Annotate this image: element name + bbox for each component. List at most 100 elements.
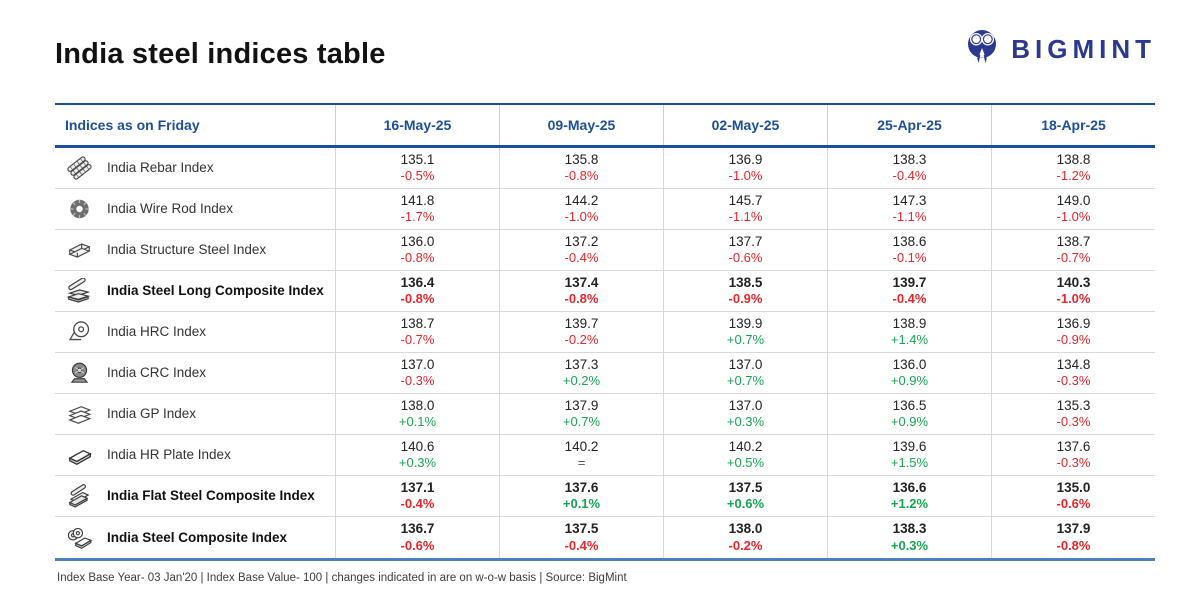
- index-value: 136.7: [400, 521, 435, 537]
- index-value: 149.0: [1056, 192, 1091, 208]
- header-date: 09-May-25: [499, 105, 663, 145]
- wow-change: -0.6%: [728, 250, 763, 266]
- wow-change: -0.1%: [892, 250, 927, 266]
- value-cell: 145.7 -1.1%: [663, 189, 827, 229]
- wow-change: -1.2%: [1056, 168, 1091, 184]
- index-value: 135.0: [1056, 479, 1091, 495]
- wow-change: -0.8%: [564, 168, 599, 184]
- index-value: 136.4: [400, 274, 435, 290]
- wow-change: -1.7%: [400, 209, 435, 225]
- wow-change: +0.3%: [890, 537, 929, 553]
- value-cell: 147.3 -1.1%: [827, 189, 991, 229]
- table-row: India HR Plate Index 140.6 +0.3% 140.2 = 140.…: [55, 435, 1155, 476]
- index-value: 137.9: [564, 397, 599, 413]
- structure-steel-icon: [64, 236, 94, 264]
- value-cell: 137.0 +0.3%: [663, 394, 827, 434]
- index-value: 140.2: [728, 438, 763, 454]
- table-row: India Rebar Index 135.1 -0.5% 135.8 -0.8% 136…: [55, 148, 1155, 189]
- value-cell: 137.5 -0.4%: [499, 517, 663, 558]
- index-value: 138.7: [400, 315, 435, 331]
- value-cell: 137.9 -0.8%: [991, 517, 1155, 558]
- index-name: India Wire Rod Index: [107, 201, 234, 217]
- value-cell: 138.3 -0.4%: [827, 148, 991, 188]
- value-cell: 134.8 -0.3%: [991, 353, 1155, 393]
- index-value: 139.9: [728, 315, 763, 331]
- index-name: India Steel Composite Index: [107, 529, 288, 545]
- index-name: India Rebar Index: [107, 160, 214, 176]
- table-row: India Steel Composite Index 136.7 -0.6% 137…: [55, 517, 1155, 558]
- wow-change: -0.6%: [400, 537, 435, 553]
- index-name-cell: India HR Plate Index: [55, 435, 335, 475]
- index-name: India Structure Steel Index: [107, 242, 267, 258]
- index-value: 136.0: [892, 356, 927, 372]
- value-cell: 137.6 -0.3%: [991, 435, 1155, 475]
- wow-change: +0.7%: [562, 414, 601, 430]
- table-row: India Steel Long Composite Index 136.4 -0.…: [55, 271, 1155, 312]
- bigmint-logo-text: BIGMINT: [1011, 34, 1156, 64]
- value-cell: 144.2 -1.0%: [499, 189, 663, 229]
- index-value: 137.3: [564, 356, 599, 372]
- table-row: India Wire Rod Index 141.8 -1.7% 144.2 -1.0%…: [55, 189, 1155, 230]
- index-name: India GP Index: [107, 406, 197, 422]
- table-header: Indices as on Friday 16-May-25 09-May-25 0…: [55, 103, 1155, 148]
- wow-change: -0.9%: [1056, 332, 1091, 348]
- index-value: 139.7: [892, 274, 927, 290]
- wow-change: -0.8%: [564, 291, 599, 307]
- index-value: 137.1: [400, 479, 435, 495]
- index-value: 137.6: [1056, 438, 1091, 454]
- index-name-cell: India Wire Rod Index: [55, 189, 335, 229]
- hr-plate-icon: [64, 441, 94, 469]
- wow-change: +0.6%: [726, 496, 765, 512]
- wow-change: +0.3%: [398, 455, 437, 471]
- index-value: 141.8: [400, 192, 435, 208]
- gp-sheets-icon: [64, 400, 94, 428]
- wow-change: -0.7%: [400, 332, 435, 348]
- table-row: India Structure Steel Index 136.0 -0.8% 137…: [55, 230, 1155, 271]
- index-value: 136.5: [892, 397, 927, 413]
- value-cell: 136.0 +0.9%: [827, 353, 991, 393]
- value-cell: 138.0 +0.1%: [335, 394, 499, 434]
- value-cell: 137.7 -0.6%: [663, 230, 827, 270]
- value-cell: 138.5 -0.9%: [663, 271, 827, 311]
- value-cell: 139.7 -0.4%: [827, 271, 991, 311]
- wow-change: -0.8%: [400, 250, 435, 266]
- index-value: 137.0: [728, 356, 763, 372]
- value-cell: 136.9 -0.9%: [991, 312, 1155, 352]
- wow-change: -0.2%: [564, 332, 599, 348]
- table-row: India GP Index 138.0 +0.1% 137.9 +0.7% 137.0 +…: [55, 394, 1155, 435]
- value-cell: 137.6 +0.1%: [499, 476, 663, 516]
- wow-change: +0.9%: [890, 373, 929, 389]
- page-title: India steel indices table: [55, 38, 386, 70]
- wow-change: +0.9%: [890, 414, 929, 430]
- table-body: India Rebar Index 135.1 -0.5% 135.8 -0.8% 136…: [55, 148, 1155, 561]
- value-cell: 135.1 -0.5%: [335, 148, 499, 188]
- index-value: 140.2: [564, 438, 599, 454]
- value-cell: 138.9 +1.4%: [827, 312, 991, 352]
- index-value: 135.1: [400, 151, 435, 167]
- brand-logo: BIGMINT: [962, 26, 1156, 73]
- value-cell: 136.7 -0.6%: [335, 517, 499, 558]
- value-cell: 149.0 -1.0%: [991, 189, 1155, 229]
- long-composite-icon: [64, 277, 94, 305]
- header-date: 02-May-25: [663, 105, 827, 145]
- index-value: 137.2: [564, 233, 599, 249]
- index-name: India Flat Steel Composite Index: [107, 488, 315, 504]
- value-cell: 139.6 +1.5%: [827, 435, 991, 475]
- index-value: 138.9: [892, 315, 927, 331]
- index-name-cell: India Flat Steel Composite Index: [55, 476, 335, 516]
- index-name-cell: India CRC Index: [55, 353, 335, 393]
- wow-change: -1.0%: [564, 209, 599, 225]
- wow-change: =: [577, 455, 586, 471]
- index-value: 138.0: [728, 521, 763, 537]
- wow-change: -0.3%: [1056, 373, 1091, 389]
- wow-change: -0.9%: [728, 291, 763, 307]
- value-cell: 136.9 -1.0%: [663, 148, 827, 188]
- index-value: 136.9: [1056, 315, 1091, 331]
- footnote: Index Base Year- 03 Jan'20 | Index Base …: [57, 572, 627, 584]
- value-cell: 136.4 -0.8%: [335, 271, 499, 311]
- wire-rod-icon: [64, 195, 94, 223]
- wow-change: -0.7%: [1056, 250, 1091, 266]
- index-value: 136.0: [400, 233, 435, 249]
- wow-change: +0.5%: [726, 455, 765, 471]
